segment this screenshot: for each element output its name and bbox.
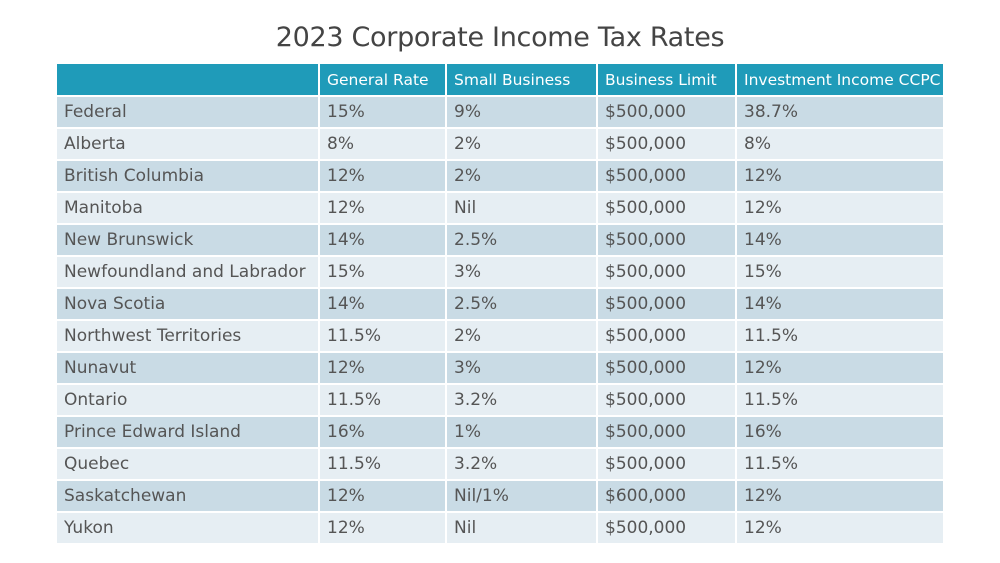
small-business-cell: 2% bbox=[446, 128, 598, 161]
table-row: Yukon 12% Nil $500,000 12% bbox=[57, 512, 943, 545]
investment-income-cell: 8% bbox=[736, 128, 943, 161]
general-rate-cell: 12% bbox=[319, 192, 447, 225]
table-row: New Brunswick 14% 2.5% $500,000 14% bbox=[57, 224, 943, 257]
header-cell-business-limit: Business Limit bbox=[597, 64, 737, 97]
jurisdiction-cell: Alberta bbox=[57, 128, 320, 161]
table-row: Quebec 11.5% 3.2% $500,000 11.5% bbox=[57, 448, 943, 481]
table-row: Ontario 11.5% 3.2% $500,000 11.5% bbox=[57, 384, 943, 417]
investment-income-cell: 12% bbox=[736, 160, 943, 193]
header-cell-general-rate: General Rate bbox=[319, 64, 447, 97]
header-cell-jurisdiction bbox=[57, 64, 320, 97]
general-rate-cell: 12% bbox=[319, 352, 447, 385]
table-row: Federal 15% 9% $500,000 38.7% bbox=[57, 96, 943, 129]
small-business-cell: 3% bbox=[446, 352, 598, 385]
small-business-cell: 9% bbox=[446, 96, 598, 129]
investment-income-cell: 14% bbox=[736, 288, 943, 321]
business-limit-cell: $500,000 bbox=[597, 256, 737, 289]
general-rate-cell: 15% bbox=[319, 256, 447, 289]
jurisdiction-cell: Northwest Territories bbox=[57, 320, 320, 353]
business-limit-cell: $500,000 bbox=[597, 448, 737, 481]
general-rate-cell: 11.5% bbox=[319, 448, 447, 481]
business-limit-cell: $500,000 bbox=[597, 224, 737, 257]
jurisdiction-cell: Yukon bbox=[57, 512, 320, 545]
chart-title: 2023 Corporate Income Tax Rates bbox=[275, 22, 725, 53]
investment-income-cell: 15% bbox=[736, 256, 943, 289]
small-business-cell: Nil bbox=[446, 512, 598, 545]
header-cell-investment-income-ccpc: Investment Income CCPC bbox=[736, 64, 943, 97]
business-limit-cell: $600,000 bbox=[597, 480, 737, 513]
small-business-cell: 3.2% bbox=[446, 448, 598, 481]
general-rate-cell: 12% bbox=[319, 480, 447, 513]
small-business-cell: Nil/1% bbox=[446, 480, 598, 513]
business-limit-cell: $500,000 bbox=[597, 416, 737, 449]
tax-rates-table: General Rate Small Business Business Lim… bbox=[57, 64, 943, 545]
investment-income-cell: 38.7% bbox=[736, 96, 943, 129]
business-limit-cell: $500,000 bbox=[597, 128, 737, 161]
general-rate-cell: 14% bbox=[319, 224, 447, 257]
header-cell-small-business: Small Business bbox=[446, 64, 598, 97]
jurisdiction-cell: Quebec bbox=[57, 448, 320, 481]
business-limit-cell: $500,000 bbox=[597, 384, 737, 417]
investment-income-cell: 12% bbox=[736, 352, 943, 385]
general-rate-cell: 15% bbox=[319, 96, 447, 129]
jurisdiction-cell: Ontario bbox=[57, 384, 320, 417]
jurisdiction-cell: British Columbia bbox=[57, 160, 320, 193]
jurisdiction-cell: Manitoba bbox=[57, 192, 320, 225]
business-limit-cell: $500,000 bbox=[597, 320, 737, 353]
small-business-cell: Nil bbox=[446, 192, 598, 225]
small-business-cell: 2% bbox=[446, 160, 598, 193]
table-row: Newfoundland and Labrador 15% 3% $500,000 15… bbox=[57, 256, 943, 289]
investment-income-cell: 11.5% bbox=[736, 448, 943, 481]
investment-income-cell: 11.5% bbox=[736, 384, 943, 417]
business-limit-cell: $500,000 bbox=[597, 96, 737, 129]
business-limit-cell: $500,000 bbox=[597, 352, 737, 385]
table-body: Federal 15% 9% $500,000 38.7% Alberta 8% 2% $500… bbox=[57, 96, 943, 545]
jurisdiction-cell: Nunavut bbox=[57, 352, 320, 385]
investment-income-cell: 16% bbox=[736, 416, 943, 449]
table-row: Saskatchewan 12% Nil/1% $600,000 12% bbox=[57, 480, 943, 513]
table-row: Prince Edward Island 16% 1% $500,000 16% bbox=[57, 416, 943, 449]
jurisdiction-cell: Prince Edward Island bbox=[57, 416, 320, 449]
investment-income-cell: 14% bbox=[736, 224, 943, 257]
business-limit-cell: $500,000 bbox=[597, 192, 737, 225]
general-rate-cell: 14% bbox=[319, 288, 447, 321]
table-row: Northwest Territories 11.5% 2% $500,000 11.5… bbox=[57, 320, 943, 353]
jurisdiction-cell: New Brunswick bbox=[57, 224, 320, 257]
general-rate-cell: 16% bbox=[319, 416, 447, 449]
jurisdiction-cell: Newfoundland and Labrador bbox=[57, 256, 320, 289]
investment-income-cell: 12% bbox=[736, 192, 943, 225]
general-rate-cell: 8% bbox=[319, 128, 447, 161]
small-business-cell: 2% bbox=[446, 320, 598, 353]
small-business-cell: 3.2% bbox=[446, 384, 598, 417]
small-business-cell: 2.5% bbox=[446, 288, 598, 321]
general-rate-cell: 11.5% bbox=[319, 320, 447, 353]
small-business-cell: 1% bbox=[446, 416, 598, 449]
table-row: Nunavut 12% 3% $500,000 12% bbox=[57, 352, 943, 385]
general-rate-cell: 12% bbox=[319, 160, 447, 193]
table-row: Manitoba 12% Nil $500,000 12% bbox=[57, 192, 943, 225]
jurisdiction-cell: Federal bbox=[57, 96, 320, 129]
table-header-row: General Rate Small Business Business Lim… bbox=[57, 64, 943, 97]
general-rate-cell: 12% bbox=[319, 512, 447, 545]
investment-income-cell: 12% bbox=[736, 512, 943, 545]
jurisdiction-cell: Saskatchewan bbox=[57, 480, 320, 513]
investment-income-cell: 11.5% bbox=[736, 320, 943, 353]
general-rate-cell: 11.5% bbox=[319, 384, 447, 417]
jurisdiction-cell: Nova Scotia bbox=[57, 288, 320, 321]
investment-income-cell: 12% bbox=[736, 480, 943, 513]
business-limit-cell: $500,000 bbox=[597, 288, 737, 321]
business-limit-cell: $500,000 bbox=[597, 512, 737, 545]
small-business-cell: 2.5% bbox=[446, 224, 598, 257]
table-row: Nova Scotia 14% 2.5% $500,000 14% bbox=[57, 288, 943, 321]
table-row: Alberta 8% 2% $500,000 8% bbox=[57, 128, 943, 161]
table-row: British Columbia 12% 2% $500,000 12% bbox=[57, 160, 943, 193]
business-limit-cell: $500,000 bbox=[597, 160, 737, 193]
small-business-cell: 3% bbox=[446, 256, 598, 289]
